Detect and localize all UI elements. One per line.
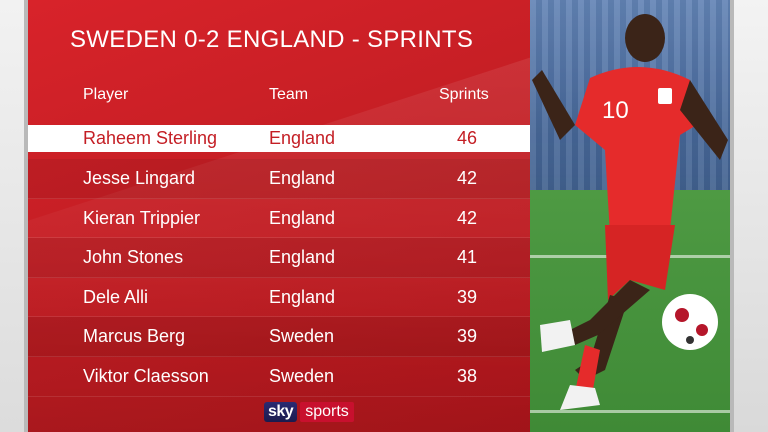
team-name: England [269, 207, 336, 228]
table-row: Dele Alli England 39 [28, 278, 530, 318]
sprint-count: 46 [457, 128, 478, 148]
ball-pattern [696, 324, 708, 336]
column-header-sprints: Sprints [439, 86, 489, 103]
player-name: Kieran Trippier [83, 207, 201, 228]
england-badge-icon [658, 88, 672, 104]
stats-card: SWEDEN 0-2 ENGLAND - SPRINTS Player Team… [28, 0, 530, 432]
team-name: England [269, 247, 336, 268]
sky-logo-text: sky [264, 402, 298, 422]
sprints-table: Raheem Sterling England 46 Jesse Lingard… [28, 124, 530, 397]
pitch-line [530, 410, 730, 413]
player-name: Raheem Sterling [83, 128, 218, 148]
player-leg-right [570, 280, 650, 345]
player-name: Marcus Berg [83, 326, 186, 347]
player-boot [540, 320, 575, 352]
sports-logo-text: sports [300, 402, 354, 422]
team-name: Sweden [269, 326, 335, 347]
column-header-team: Team [269, 86, 309, 103]
graphic-title: SWEDEN 0-2 ENGLAND - SPRINTS [70, 26, 474, 53]
table-row: Viktor Claesson Sweden 38 [28, 357, 530, 397]
table-row: Marcus Berg Sweden 39 [28, 317, 530, 357]
player-arm-right [680, 80, 728, 160]
player-name: Viktor Claesson [83, 365, 209, 386]
shirt-number: 10 [602, 97, 629, 124]
left-border-strip [0, 0, 28, 432]
team-name: Sweden [269, 365, 335, 386]
football-icon [662, 294, 718, 350]
team-name: England [269, 168, 336, 188]
player-shirt [575, 66, 705, 236]
player-head [625, 14, 665, 62]
player-figure: 10 [532, 14, 728, 410]
right-border-strip [730, 0, 768, 432]
player-shorts [605, 225, 675, 300]
sprint-count: 39 [457, 286, 478, 307]
sky-sports-logo: sky sports [264, 401, 354, 423]
player-name: Dele Alli [83, 286, 149, 307]
sprint-count: 41 [457, 247, 478, 268]
table-row: Kieran Trippier England 42 [28, 199, 530, 239]
sprint-count: 39 [457, 326, 478, 347]
team-name: England [269, 286, 336, 307]
ball-pattern [675, 308, 689, 322]
team-name: England [269, 128, 336, 148]
player-photo: 10 [530, 0, 730, 432]
ball-pattern [686, 336, 694, 344]
table-row: John Stones England 41 [28, 238, 530, 278]
player-name: Jesse Lingard [83, 168, 196, 188]
sprint-count: 42 [457, 168, 478, 188]
player-name: John Stones [83, 247, 184, 268]
player-sock [575, 345, 600, 395]
sprint-count: 42 [457, 207, 478, 228]
table-row-highlighted: Raheem Sterling England 46 [28, 125, 530, 152]
sprint-count: 38 [457, 365, 478, 386]
column-header-player: Player [83, 86, 129, 103]
player-boot [560, 385, 600, 410]
table-row: Jesse Lingard England 42 [28, 159, 530, 199]
player-arm-left [532, 70, 575, 140]
